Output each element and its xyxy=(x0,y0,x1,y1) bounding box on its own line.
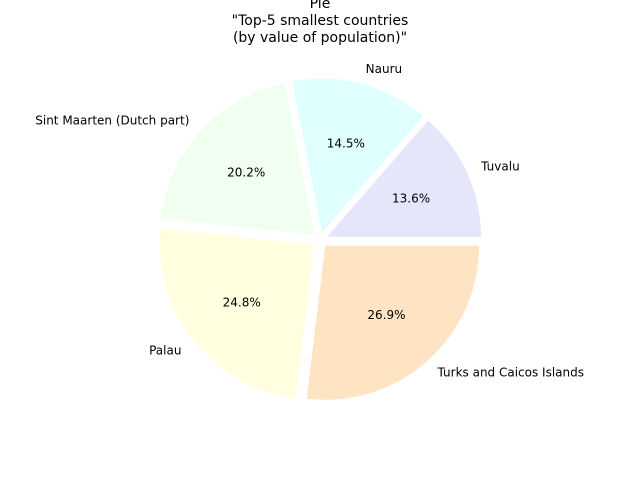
pie-slice-sint-maarten-dutch-part xyxy=(161,83,315,235)
slice-label-turks-and-caicos-islands: Turks and Caicos Islands xyxy=(437,365,584,379)
percent-label-turks-and-caicos-islands: 26.9% xyxy=(367,308,405,322)
slice-label-tuvalu: Tuvalu xyxy=(480,160,520,174)
slice-label-nauru: Nauru xyxy=(366,62,402,76)
pie-slice-nauru xyxy=(292,78,424,233)
pie-slice-tuvalu xyxy=(327,120,482,237)
percent-label-sint-maarten-dutch-part: 20.2% xyxy=(227,165,265,179)
pie-slice-turks-and-caicos-islands xyxy=(306,245,480,400)
slice-label-palau: Palau xyxy=(149,343,181,357)
percent-label-tuvalu: 13.6% xyxy=(392,192,430,206)
slice-labels: Tuvalu Nauru Sint Maarten (Dutch part) Pala… xyxy=(35,62,584,380)
chart-title: Pie "Top-5 smallest countries (by value of… xyxy=(232,0,409,46)
pie-slice-palau xyxy=(159,228,314,398)
percent-labels: 13.6% 14.5% 20.2% 24.8% 26.9% xyxy=(223,136,431,322)
percent-label-nauru: 14.5% xyxy=(327,136,365,150)
pie-slices xyxy=(159,78,482,400)
slice-label-sint-maarten-dutch-part: Sint Maarten (Dutch part) xyxy=(35,113,189,127)
percent-label-palau: 24.8% xyxy=(223,295,261,309)
chart-title-text: Pie "Top-5 smallest countries (by value of… xyxy=(232,0,409,46)
